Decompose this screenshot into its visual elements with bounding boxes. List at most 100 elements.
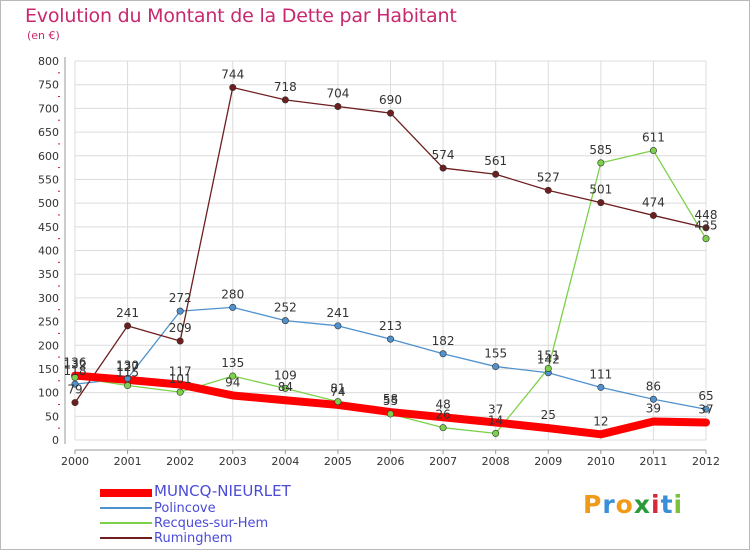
data-label: 94 — [225, 375, 240, 389]
x-tick-label: 2012 — [692, 455, 720, 468]
data-point — [386, 335, 394, 343]
data-point — [492, 170, 500, 178]
legend-swatch — [100, 507, 152, 509]
legend-label: MUNCQ-NIEURLET — [154, 482, 291, 500]
logo-letter: i — [673, 490, 684, 519]
chart-title: Evolution du Montant de la Dette par Hab… — [25, 5, 457, 27]
y-tick-label: 100 — [38, 387, 59, 400]
logo-letter: P — [583, 490, 603, 519]
x-tick-label: 2010 — [587, 455, 615, 468]
legend-label: Recques-sur-Hem — [154, 516, 269, 531]
data-label: 241 — [116, 306, 139, 320]
data-label: 151 — [537, 348, 560, 362]
y-tick-label: 450 — [38, 221, 59, 234]
data-label: 182 — [432, 334, 455, 348]
data-point — [597, 159, 605, 167]
data-point — [386, 410, 394, 418]
data-point — [597, 199, 605, 207]
data-point — [281, 96, 289, 104]
x-tick-label: 2007 — [429, 455, 457, 468]
data-label: 109 — [274, 368, 297, 382]
data-label: 39 — [646, 402, 661, 416]
data-label: 101 — [169, 372, 192, 386]
data-point — [281, 384, 289, 392]
y-tick-label: 650 — [38, 126, 59, 139]
data-point — [597, 383, 605, 391]
data-point — [334, 398, 342, 406]
y-tick-label: 0 — [52, 434, 59, 447]
data-point — [229, 84, 237, 92]
data-label: 81 — [330, 382, 345, 396]
data-point — [229, 372, 237, 380]
data-label: 37 — [488, 402, 503, 416]
data-point — [124, 382, 132, 390]
data-point — [71, 373, 79, 381]
data-label: 14 — [488, 413, 503, 427]
y-tick-label: 400 — [38, 245, 59, 258]
data-label: 501 — [589, 183, 612, 197]
data-label: 611 — [642, 131, 665, 145]
data-point — [281, 317, 289, 325]
data-label: 448 — [695, 208, 718, 222]
y-tick-label: 550 — [38, 173, 59, 186]
x-tick-label: 2004 — [271, 455, 299, 468]
data-point — [492, 363, 500, 371]
legend-swatch — [100, 537, 152, 539]
data-label: 37 — [698, 402, 713, 416]
y-tick-label: 200 — [38, 339, 59, 352]
logo-letter: t — [660, 490, 674, 519]
data-label: 135 — [221, 356, 244, 370]
data-point — [229, 303, 237, 311]
data-point — [702, 405, 710, 413]
x-tick-label: 2011 — [639, 455, 667, 468]
data-label: 585 — [589, 143, 612, 157]
data-label: 280 — [221, 287, 244, 301]
data-label: 58 — [383, 392, 398, 406]
data-label: 136 — [64, 356, 87, 370]
logo-letter: r — [602, 490, 616, 519]
data-label: 155 — [484, 347, 507, 361]
data-point — [176, 307, 184, 315]
y-tick-label: 300 — [38, 292, 59, 305]
data-label: 111 — [589, 367, 612, 381]
data-label: 117 — [169, 365, 192, 379]
legend-label: Polincove — [154, 501, 216, 516]
data-label: 561 — [484, 154, 507, 168]
data-point — [544, 364, 552, 372]
data-label: 12 — [593, 414, 608, 428]
data-point — [176, 337, 184, 345]
data-label: 130 — [116, 358, 139, 372]
data-point — [71, 399, 79, 407]
legend-swatch — [100, 522, 152, 524]
x-tick-label: 2009 — [534, 455, 562, 468]
x-tick-label: 2003 — [219, 455, 247, 468]
data-point — [334, 322, 342, 330]
data-label: 48 — [435, 397, 450, 411]
logo-letter: o — [615, 490, 634, 519]
data-point — [386, 109, 394, 117]
data-label: 690 — [379, 93, 402, 107]
x-tick-label: 2002 — [166, 455, 194, 468]
data-point — [649, 147, 657, 155]
data-point — [124, 322, 132, 330]
x-tick-label: 2008 — [482, 455, 510, 468]
data-label: 474 — [642, 195, 665, 209]
y-tick-label: 150 — [38, 363, 59, 376]
data-label: 241 — [326, 306, 349, 320]
data-point — [124, 374, 132, 382]
y-tick-label: 750 — [38, 79, 59, 92]
data-label: 213 — [379, 319, 402, 333]
data-label: 55 — [383, 394, 398, 408]
data-label: 272 — [169, 291, 192, 305]
logo-letter: x — [633, 490, 651, 519]
data-label: 527 — [537, 170, 560, 184]
data-label: 425 — [695, 219, 718, 233]
y-tick-label: 250 — [38, 316, 59, 329]
data-point — [439, 350, 447, 358]
y-tick-label: 500 — [38, 197, 59, 210]
data-label: 115 — [116, 366, 139, 380]
data-point — [176, 388, 184, 396]
y-tick-label: 50 — [45, 410, 59, 423]
data-point — [702, 224, 710, 232]
data-point — [544, 186, 552, 194]
